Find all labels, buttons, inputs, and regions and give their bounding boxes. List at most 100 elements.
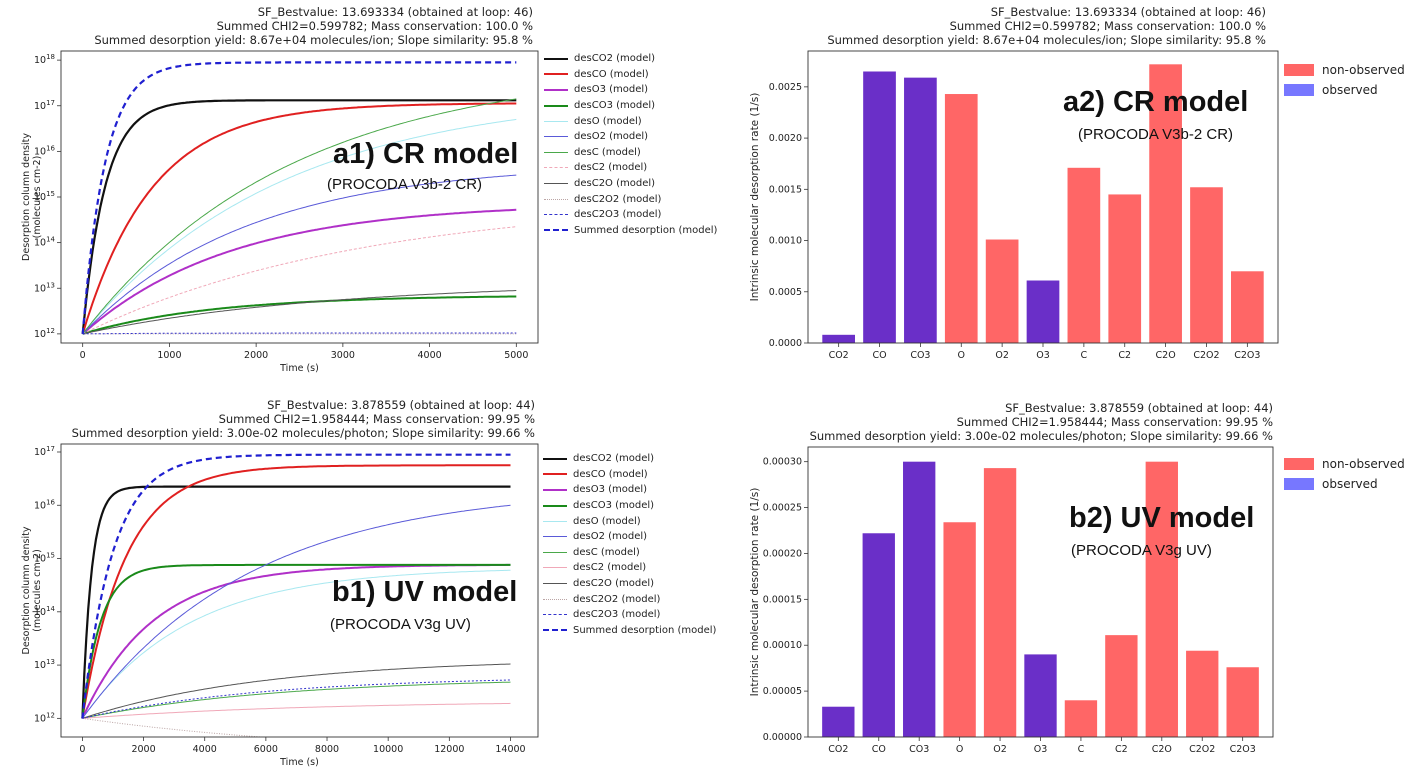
a2-header-line3: Summed desorption yield: 8.67e+04 molecu…: [827, 33, 1266, 47]
b1-model-label: b1) UV model: [332, 576, 518, 608]
legend-entry: Summed desorption (model): [543, 623, 716, 639]
a1-series-line-5: [82, 174, 517, 335]
b2-bar-C2O2: [1186, 650, 1219, 737]
b2-bar-CO3: [903, 461, 936, 737]
legend-entry: desO2 (model): [543, 529, 716, 545]
b2-plot-frame: [807, 446, 1274, 738]
legend-label: desC2 (model): [574, 162, 648, 174]
b2-xtick-label: O: [956, 744, 963, 755]
a2-model-label: a2) CR model: [1063, 86, 1249, 118]
legend-swatch: [543, 598, 567, 600]
b2-bar-C2: [1105, 635, 1138, 737]
a1-series-line-7: [82, 226, 517, 335]
a1-series-line-6: [82, 98, 517, 335]
a2-header: SF_Bestvalue: 13.693334 (obtained at loo…: [827, 5, 1266, 47]
legend-swatch: [543, 583, 567, 585]
b1-ytick-label: 1015: [34, 552, 55, 565]
a2-bar-C2O2: [1190, 187, 1223, 343]
b1-legend: desCO2 (model) desCO (model) desO3 (model)…: [543, 451, 716, 638]
a1-series-line-2: [82, 208, 517, 335]
a2-ytick-label: 0.0020: [769, 133, 802, 144]
legend-label: desO2 (model): [573, 531, 648, 543]
b2-xtick-label: C2O3: [1230, 744, 1256, 755]
legend-label: desC2O3 (model): [573, 609, 661, 621]
legend-swatch: [544, 183, 568, 185]
legend-entry: desC2O3 (model): [543, 607, 716, 623]
b2-ytick-label: 0.00000: [763, 732, 802, 743]
b2-xtick-label: CO: [872, 744, 886, 755]
b1-series-line-6: [82, 681, 511, 719]
b1-xtick-label: 14000: [495, 744, 525, 755]
b1-ylabel-line1: Desorption column density: [21, 526, 32, 654]
b1-ytick-label: 1016: [34, 498, 56, 511]
b1-series-line-11: [81, 453, 511, 719]
legend-label: desO2 (model): [574, 131, 649, 143]
b2-header-line3: Summed desorption yield: 3.00e-02 molecu…: [809, 429, 1273, 443]
b2-bar-CO2: [822, 706, 855, 737]
legend-swatch: [544, 104, 568, 107]
b1-series-line-8: [82, 663, 511, 719]
legend-label: desO (model): [574, 115, 642, 127]
legend-swatch: [1284, 64, 1314, 76]
legend-swatch: [544, 198, 568, 200]
legend-swatch: [1284, 84, 1314, 96]
a1-series-line-0: [81, 99, 517, 335]
b1-line-chart: 0 2000 4000 6000 8000 10000 12000 14000 1012 1013…: [21, 443, 539, 768]
a1-series-line-8: [82, 290, 517, 335]
legend-swatch: [543, 551, 567, 553]
legend-entry: desC2O2 (model): [543, 591, 716, 607]
legend-swatch: [544, 136, 568, 138]
b2-xtick-label: O3: [1034, 744, 1048, 755]
b2-ytick-label: 0.00015: [763, 594, 802, 605]
b2-bar-CO: [862, 533, 895, 737]
a2-bar-CO: [863, 71, 896, 344]
legend-label: desCO (model): [574, 68, 649, 80]
legend-entry: desCO3 (model): [544, 98, 717, 114]
a1-ytick-label: 1014: [34, 236, 56, 249]
legend-swatch: [1284, 458, 1314, 470]
a2-xtick-label: O3: [1036, 350, 1050, 361]
b2-bar-C: [1064, 700, 1098, 737]
b1-series-line-3: [81, 563, 511, 719]
legend-entry: desO3 (model): [544, 82, 717, 98]
a1-series-line-11: [81, 61, 517, 334]
legend-label: non-observed: [1322, 63, 1405, 77]
legend-entry: desC (model): [544, 145, 717, 161]
a1-header-line3: Summed desorption yield: 8.67e+04 molecu…: [94, 33, 533, 47]
legend-entry: non-observed: [1284, 60, 1405, 80]
a1-header-line2: Summed CHI2=0.599782; Mass conservation:…: [216, 19, 533, 33]
a2-xtick-label: CO2: [829, 350, 849, 361]
a1-xtick-label: 1000: [157, 350, 181, 361]
legend-swatch: [1284, 478, 1314, 490]
legend-label: desC2O (model): [573, 578, 655, 590]
legend-label: desC2O (model): [574, 178, 656, 190]
legend-swatch: [544, 88, 568, 91]
b2-ytick-label: 0.00020: [763, 548, 802, 559]
legend-swatch: [543, 536, 567, 538]
legend-entry: non-observed: [1284, 454, 1405, 474]
legend-label: desC2O2 (model): [573, 593, 661, 605]
b1-series-line-5: [81, 504, 511, 719]
legend-swatch: [543, 614, 567, 616]
b1-header: SF_Bestvalue: 3.878559 (obtained at loop…: [72, 398, 535, 440]
legend-swatch: [544, 120, 568, 122]
a1-ylabel-line1: Desorption column density: [21, 133, 32, 261]
legend-swatch: [543, 629, 567, 632]
legend-swatch: [544, 214, 568, 216]
b1-header-line3: Summed desorption yield: 3.00e-02 molecu…: [71, 426, 535, 440]
legend-entry: desC2O3 (model): [544, 207, 717, 223]
a2-header-line1: SF_Bestvalue: 13.693334 (obtained at loo…: [990, 5, 1266, 19]
legend-label: desCO3 (model): [574, 100, 656, 112]
a2-ytick-label: 0.0005: [769, 287, 802, 298]
b1-xtick-label: 4000: [193, 744, 217, 755]
legend-entry: desC2O (model): [544, 176, 717, 192]
a1-header-line1: SF_Bestvalue: 13.693334 (obtained at loo…: [257, 5, 533, 19]
legend-label: Summed desorption (model): [574, 224, 718, 236]
legend-swatch: [543, 457, 567, 460]
b2-xtick-label: C2O: [1152, 744, 1172, 755]
legend-label: Summed desorption (model): [573, 624, 717, 636]
b1-series-line-1: [81, 464, 511, 719]
legend-label: desC (model): [574, 146, 641, 158]
legend-entry: desC2O2 (model): [544, 191, 717, 207]
a2-ytick-label: 0.0025: [769, 82, 802, 93]
